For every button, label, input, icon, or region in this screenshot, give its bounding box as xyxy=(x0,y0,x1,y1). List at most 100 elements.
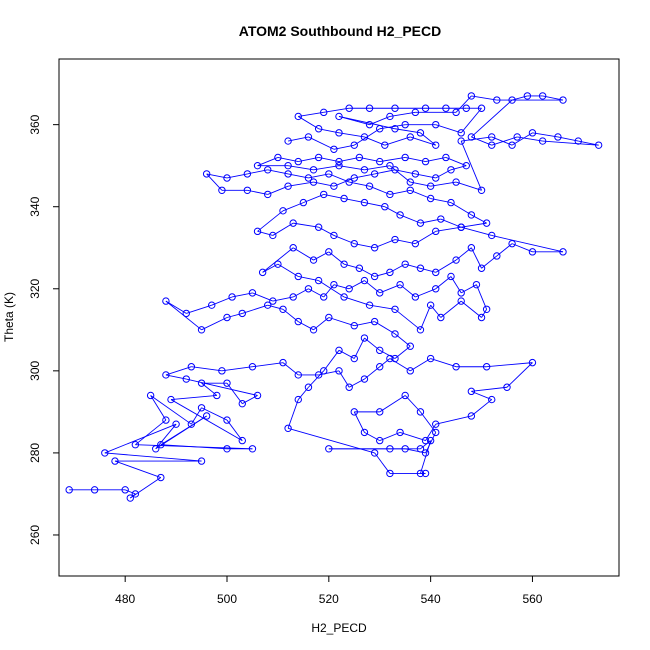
data-point xyxy=(386,190,394,199)
series-segment xyxy=(298,321,314,331)
data-point xyxy=(111,457,119,465)
data-point xyxy=(197,379,206,387)
data-point xyxy=(391,166,399,174)
data-point xyxy=(294,272,302,281)
data-point xyxy=(396,428,404,437)
data-point xyxy=(218,367,226,375)
series-segment xyxy=(114,460,161,478)
series-segment xyxy=(450,165,467,171)
data-point xyxy=(416,129,425,137)
series-segment xyxy=(399,431,426,442)
data-point xyxy=(401,120,409,129)
data-point xyxy=(294,317,302,326)
data-point xyxy=(274,153,282,162)
data-point xyxy=(386,112,394,121)
data-point xyxy=(376,408,384,416)
series-segment xyxy=(130,477,162,499)
data-point xyxy=(162,416,170,424)
data-point xyxy=(314,276,323,285)
data-point xyxy=(208,301,216,309)
series-segment xyxy=(298,111,324,117)
data-point xyxy=(467,244,476,252)
series-segment xyxy=(287,399,299,429)
data-point xyxy=(432,285,440,293)
data-point xyxy=(162,371,170,379)
data-point xyxy=(462,104,470,112)
data-point xyxy=(279,305,287,313)
data-point xyxy=(294,371,302,379)
data-point xyxy=(447,272,455,281)
data-point xyxy=(350,354,358,363)
data-point xyxy=(309,178,318,186)
data-point xyxy=(391,305,399,313)
series-segment xyxy=(226,312,243,318)
plot-frame xyxy=(58,58,620,577)
data-point xyxy=(488,133,496,141)
series-segment xyxy=(160,415,207,446)
series-segment xyxy=(420,305,432,330)
data-point xyxy=(370,244,379,252)
data-point xyxy=(370,272,379,281)
data-point xyxy=(304,174,313,182)
data-point xyxy=(513,133,521,141)
data-point xyxy=(477,186,486,195)
data-point xyxy=(594,141,603,149)
data-point xyxy=(482,219,491,227)
series-segment xyxy=(384,206,401,216)
data-point xyxy=(238,309,246,318)
data-point xyxy=(157,440,165,449)
series-segment xyxy=(517,136,543,142)
data-point xyxy=(411,170,420,178)
data-point xyxy=(264,166,272,174)
data-point xyxy=(197,457,206,465)
data-point xyxy=(320,293,328,301)
series-segment xyxy=(313,251,330,261)
data-point xyxy=(126,494,134,502)
data-point xyxy=(416,326,425,334)
data-point xyxy=(411,108,420,117)
data-point xyxy=(146,391,155,400)
data-point xyxy=(182,375,190,383)
y-tick-label: 340 xyxy=(28,196,42,216)
data-point xyxy=(386,161,394,170)
data-point xyxy=(432,120,440,129)
series-segment xyxy=(242,304,268,314)
series-segment xyxy=(267,304,284,310)
series-segment xyxy=(374,321,396,335)
data-point xyxy=(376,436,384,445)
data-point xyxy=(264,190,272,199)
data-point xyxy=(223,445,231,453)
data-point xyxy=(391,330,399,338)
series-segment xyxy=(404,395,421,413)
series-segment xyxy=(287,427,375,454)
data-point xyxy=(197,326,206,334)
data-point xyxy=(370,317,379,326)
data-point xyxy=(416,445,425,453)
data-point xyxy=(131,490,140,498)
series-segment xyxy=(471,399,493,417)
series-segment xyxy=(226,419,243,441)
data-point xyxy=(340,260,348,268)
data-point xyxy=(559,96,567,104)
data-point xyxy=(482,363,491,371)
data-point xyxy=(365,301,374,309)
data-point xyxy=(345,178,353,186)
series-segment xyxy=(323,284,335,298)
data-point xyxy=(325,248,333,256)
data-point xyxy=(467,133,476,141)
data-point xyxy=(406,133,414,141)
series-segment xyxy=(491,234,564,253)
data-point xyxy=(314,371,323,379)
series-segment xyxy=(471,386,508,392)
series-segment xyxy=(170,395,217,401)
series-segment xyxy=(318,280,345,298)
data-point xyxy=(340,293,348,301)
series-segment xyxy=(308,288,324,298)
series-segment xyxy=(394,128,421,134)
data-point xyxy=(350,408,358,416)
series-segment xyxy=(292,288,309,298)
data-point xyxy=(65,486,73,494)
data-point xyxy=(391,104,399,112)
series-segment xyxy=(374,452,391,474)
